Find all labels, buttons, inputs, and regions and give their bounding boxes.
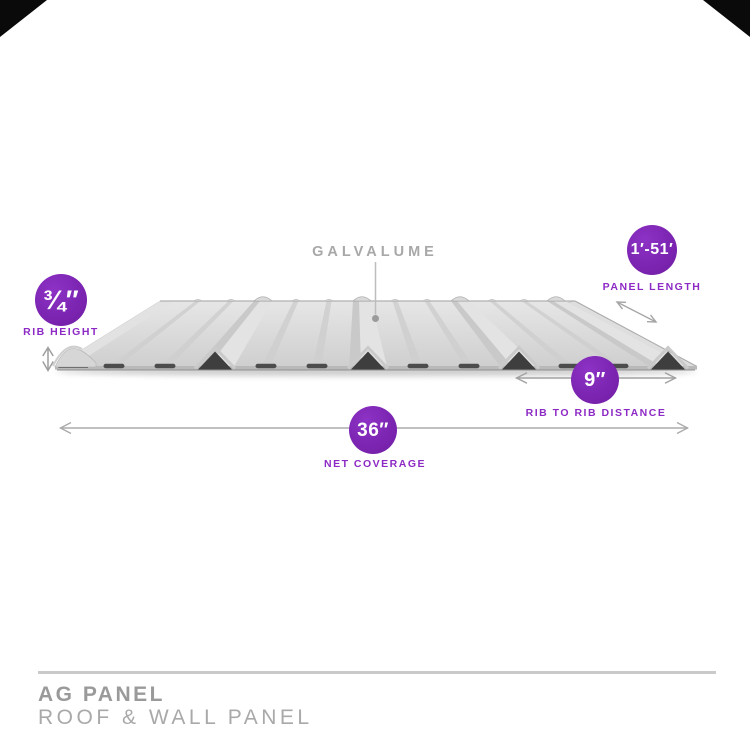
- rib-height-label: RIB HEIGHT: [23, 326, 99, 338]
- material-label: GALVALUME: [312, 244, 438, 260]
- rib-height-badge: ¾″: [35, 274, 87, 326]
- footer-divider: [38, 671, 716, 674]
- panel-length-label: PANEL LENGTH: [602, 281, 702, 293]
- major-ribs: [196, 301, 687, 367]
- corner-cut-top-right-icon: [703, 0, 750, 37]
- rib-height-arrow-icon: [42, 346, 54, 372]
- panel-length-badge: 1′-51′: [627, 225, 677, 275]
- rib-to-rib-label: RIB TO RIB DISTANCE: [525, 407, 667, 419]
- net-coverage-label: NET COVERAGE: [323, 458, 427, 470]
- panel-length-arrow-icon: [615, 301, 658, 323]
- panel-back-edge: [160, 296, 575, 302]
- product-title: AG PANEL: [38, 683, 165, 706]
- rib-front-triangles: [193, 345, 690, 370]
- minor-ribs: [109, 301, 623, 367]
- panel-left-lip: [52, 345, 97, 368]
- rib-to-rib-badge: 9″: [571, 356, 619, 404]
- material-leader-line: [372, 262, 379, 322]
- rib-front-slots: [103, 363, 629, 369]
- net-coverage-badge: 36″: [349, 406, 397, 454]
- product-subtitle: ROOF & WALL PANEL: [38, 706, 313, 729]
- corner-cut-top-left-icon: [0, 0, 47, 37]
